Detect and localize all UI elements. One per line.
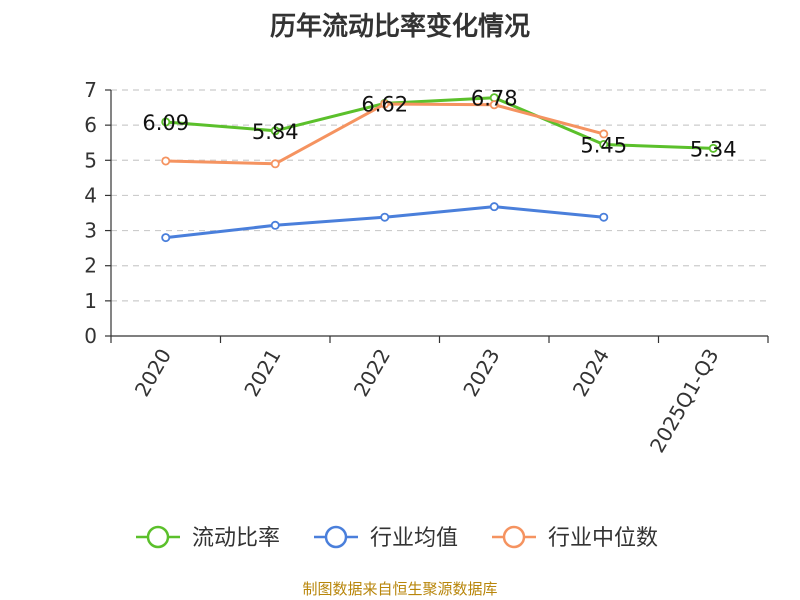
x-tick-label: 2021	[239, 345, 285, 401]
x-tick-label: 2022	[349, 345, 395, 401]
data-point	[270, 220, 280, 230]
legend-label: 行业中位数	[548, 526, 658, 551]
data-label: 6.78	[471, 87, 518, 111]
chart-title: 历年流动比率变化情况	[269, 12, 530, 42]
data-label: 6.09	[142, 111, 189, 135]
legend-label: 行业均值	[370, 526, 458, 551]
y-tick-label: 0	[84, 324, 97, 348]
y-tick-label: 6	[84, 113, 97, 137]
source-note: 制图数据来自恒生聚源数据库	[302, 580, 498, 598]
data-point	[599, 212, 609, 222]
legend-marker	[146, 525, 170, 549]
x-tick-label: 2024	[568, 345, 614, 401]
data-point	[489, 100, 499, 110]
series-line-0	[165, 96, 714, 150]
x-tick-label: 2023	[458, 345, 504, 401]
x-axis-ticks: 2020 2021 2022 2023 2024 2025Q1-Q3	[110, 336, 769, 457]
data-point	[161, 117, 171, 127]
grid-lines	[111, 89, 768, 302]
y-tick-label: 1	[84, 289, 97, 313]
x-tick-label: 2025Q1-Q3	[645, 345, 724, 457]
data-point	[599, 129, 609, 139]
y-tick-label: 7	[84, 78, 97, 102]
y-tick-label: 2	[84, 254, 97, 278]
data-labels: 6.09 5.84 6.62 6.78 5.45 5.34	[142, 87, 736, 162]
data-point	[489, 202, 499, 212]
data-label: 5.34	[690, 137, 737, 161]
data-point	[599, 139, 609, 149]
series-line-1	[165, 205, 604, 240]
legend-marker	[502, 525, 526, 549]
y-tick-label: 5	[84, 148, 97, 172]
y-axis-ticks: 0 1 2 3 4 5 6 7	[84, 78, 111, 348]
data-label: 6.62	[361, 92, 408, 116]
data-label: 5.45	[580, 133, 627, 157]
y-tick-label: 4	[84, 183, 97, 207]
data-point	[161, 233, 171, 243]
data-point	[708, 143, 718, 153]
y-tick-label: 3	[84, 219, 97, 243]
legend: 流动比率 行业均值 行业中位数	[136, 525, 658, 551]
data-point	[270, 126, 280, 136]
data-point	[270, 159, 280, 169]
data-label: 5.84	[252, 120, 299, 144]
legend-label: 流动比率	[192, 526, 280, 551]
data-point	[380, 99, 390, 109]
data-point	[380, 212, 390, 222]
series-group	[161, 93, 718, 243]
data-point	[161, 156, 171, 166]
legend-marker	[324, 525, 348, 549]
x-tick-label: 2020	[130, 345, 176, 401]
